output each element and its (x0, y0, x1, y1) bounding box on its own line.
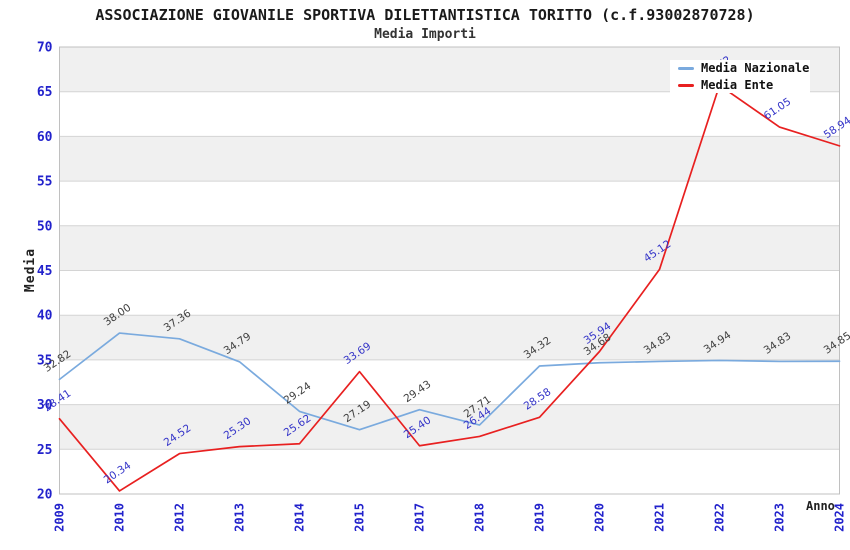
x-tick-label: 2014 (293, 503, 307, 532)
series-line-media-nazionale (58, 332, 841, 431)
y-tick-label: 35 (37, 353, 53, 368)
y-tick-label: 30 (37, 398, 53, 413)
y-tick-label: 45 (37, 264, 53, 279)
y-tick-label: 55 (37, 175, 53, 190)
x-tick-label: 2013 (233, 503, 247, 532)
chart-title: ASSOCIAZIONE GIOVANILE SPORTIVA DILETTAN… (95, 6, 755, 24)
x-tick-label: 2019 (533, 503, 547, 532)
plot-band (59, 225, 840, 271)
x-tick-label: 2020 (593, 503, 607, 532)
plot-border (59, 46, 840, 495)
x-axis-title: Anno (806, 499, 835, 513)
plot-band (59, 136, 840, 182)
plot-band (59, 359, 840, 405)
x-tick-label: 2015 (353, 503, 367, 532)
x-tick-label: 2021 (653, 503, 667, 532)
x-tick-label: 2018 (473, 503, 487, 532)
legend-label-media-nazionale: Media Nazionale (701, 61, 810, 75)
x-tick-label: 2023 (773, 503, 787, 532)
plot-band (59, 270, 840, 316)
y-tick-label: 70 (37, 41, 53, 56)
x-tick-label: 2010 (113, 503, 127, 532)
legend-item-media-nazionale: Media Nazionale (678, 61, 810, 75)
y-tick-label: 50 (37, 219, 53, 234)
plot-band (59, 91, 840, 137)
x-tick-label: 2022 (713, 503, 727, 532)
chart-subtitle: Media Importi (374, 27, 476, 42)
y-tick-label: 40 (37, 309, 53, 324)
y-tick-label: 25 (37, 443, 53, 458)
legend-swatch-media-nazionale-icon (678, 66, 694, 70)
x-tick-label: 2012 (173, 503, 187, 532)
plot-band (59, 181, 840, 226)
series-line-media-ente (58, 84, 841, 492)
y-tick-label: 65 (37, 85, 53, 100)
plot-band (59, 449, 840, 494)
y-tick-label: 20 (37, 488, 53, 503)
x-tick-label: 2017 (413, 503, 427, 532)
legend: Media Nazionale Media Ente (670, 60, 810, 93)
x-tick-label: 2009 (53, 503, 67, 532)
x-tick-label: 2024 (833, 503, 847, 532)
y-tick-label: 60 (37, 130, 53, 145)
legend-swatch-media-ente-icon (678, 83, 694, 87)
legend-label-media-ente: Media Ente (701, 78, 774, 92)
plot-band (59, 315, 840, 360)
legend-item-media-ente: Media Ente (678, 78, 810, 92)
